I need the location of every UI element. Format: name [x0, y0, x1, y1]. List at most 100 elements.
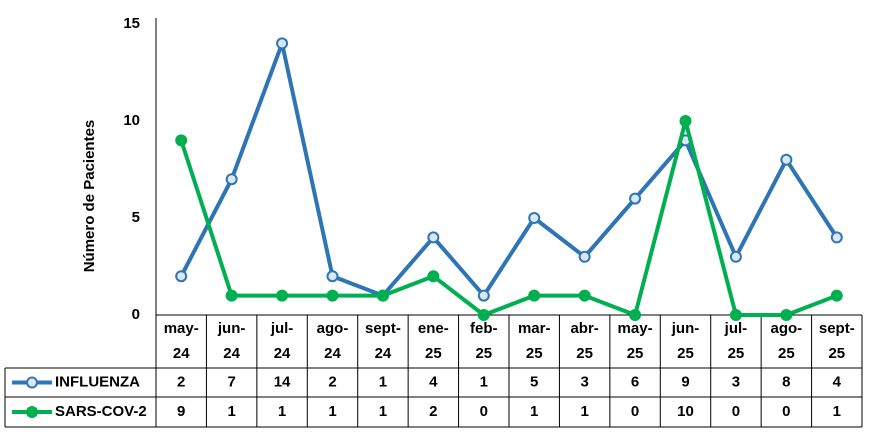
table-value: 7 [227, 373, 235, 390]
table-value: 3 [580, 373, 588, 390]
table-value: 1 [278, 403, 286, 420]
x-tick-label-line: may- [618, 320, 653, 337]
x-tick-label: sept- 25 [819, 320, 855, 362]
data-point [376, 289, 389, 302]
data-point [427, 231, 440, 244]
x-tick-label: abr- 25 [570, 320, 598, 362]
table-value: 1 [480, 373, 488, 390]
table-value: 1 [530, 403, 538, 420]
data-point [830, 231, 843, 244]
data-point [477, 309, 490, 321]
series-line [179, 119, 838, 317]
x-tick-label: may- 25 [618, 320, 653, 362]
x-tick-label-line: 25 [828, 345, 845, 362]
table-value: 10 [677, 403, 694, 420]
legend-label: INFLUENZA [55, 373, 140, 390]
table-value: 1 [379, 373, 387, 390]
x-tick-label: ago- 24 [317, 320, 349, 362]
x-tick-label: may- 24 [164, 320, 199, 362]
x-tick-label: mar- 25 [518, 320, 551, 362]
data-point [830, 289, 843, 302]
data-point [780, 153, 793, 166]
x-tick-label-line: may- [164, 320, 199, 337]
data-point [427, 270, 440, 283]
x-tick-label-line: ene- [418, 320, 449, 337]
x-tick-label: ago- 25 [771, 320, 803, 362]
x-tick-label-line: 24 [173, 345, 190, 362]
x-tick-label-line: jul- [270, 320, 294, 337]
table-value: 1 [580, 403, 588, 420]
x-tick-label-line: ago- [771, 320, 803, 337]
table-value: 1 [328, 403, 336, 420]
table-value: 0 [631, 403, 639, 420]
legend-marker [26, 376, 38, 389]
data-point [276, 289, 289, 302]
data-point [679, 115, 692, 127]
table-value: 9 [681, 373, 689, 390]
x-tick-label-line: 25 [526, 345, 543, 362]
table-value: 2 [328, 373, 336, 390]
data-point [528, 212, 541, 224]
series-line [179, 41, 839, 298]
data-point [326, 270, 339, 283]
x-tick-label: jul- 24 [270, 320, 294, 362]
table-value: 1 [379, 403, 387, 420]
table-value: 2 [429, 403, 437, 420]
legend-marker [26, 406, 38, 418]
data-point [326, 289, 339, 302]
x-tick-label-line: sept- [365, 320, 401, 337]
x-tick-label-line: 24 [375, 345, 392, 362]
x-tick-label-line: jun- [671, 320, 700, 337]
x-tick-label-line: 25 [778, 345, 795, 362]
x-tick-label: feb- 25 [470, 320, 498, 362]
x-tick-label-line: 24 [223, 345, 240, 362]
y-tick-label: 10 [123, 112, 140, 129]
x-tick-label: ene- 25 [418, 320, 449, 362]
data-point [729, 309, 742, 321]
table-value: 0 [480, 403, 488, 420]
table-value: 14 [274, 373, 291, 390]
table-value: 6 [631, 373, 639, 390]
x-tick-label-line: mar- [518, 320, 551, 337]
table-value: 4 [833, 373, 842, 390]
x-tick-label-line: abr- [570, 320, 598, 337]
y-tick-label: 15 [123, 15, 140, 32]
data-point [578, 250, 591, 263]
x-tick-label-line: 24 [274, 345, 291, 362]
table-value: 4 [429, 373, 438, 390]
data-point [276, 37, 289, 50]
x-tick-label: jun- 24 [217, 320, 246, 362]
table-value: 1 [833, 403, 841, 420]
x-tick-label-line: 25 [728, 345, 745, 362]
table-value: 1 [227, 403, 235, 420]
data-point [175, 134, 188, 147]
x-tick-label-line: 25 [576, 345, 593, 362]
data-point [578, 289, 591, 302]
x-tick-label-line: 25 [425, 345, 442, 362]
x-tick-label-line: jul- [724, 320, 748, 337]
data-point [729, 250, 742, 263]
x-tick-label-line: sept- [819, 320, 855, 337]
data-point [629, 309, 642, 321]
table-value: 5 [530, 373, 538, 390]
x-tick-label: jul- 25 [724, 320, 748, 362]
table-value: 3 [732, 373, 740, 390]
legend-label: SARS-COV-2 [55, 403, 147, 420]
y-tick-label: 0 [132, 306, 140, 323]
y-axis-title: Número de Pacientes [81, 120, 98, 273]
table-value: 0 [782, 403, 790, 420]
x-tick-label: jun- 25 [671, 320, 700, 362]
x-tick-label: sept- 24 [365, 320, 401, 362]
data-point [225, 289, 238, 302]
data-point [780, 309, 793, 321]
table-value: 9 [177, 403, 185, 420]
table-value: 8 [782, 373, 790, 390]
x-tick-label-line: feb- [470, 320, 498, 337]
data-point [225, 173, 238, 186]
data-point [175, 270, 188, 283]
x-tick-label-line: ago- [317, 320, 349, 337]
x-tick-label-line: 25 [475, 345, 492, 362]
x-tick-label-line: 25 [627, 345, 644, 362]
data-point [629, 192, 642, 205]
